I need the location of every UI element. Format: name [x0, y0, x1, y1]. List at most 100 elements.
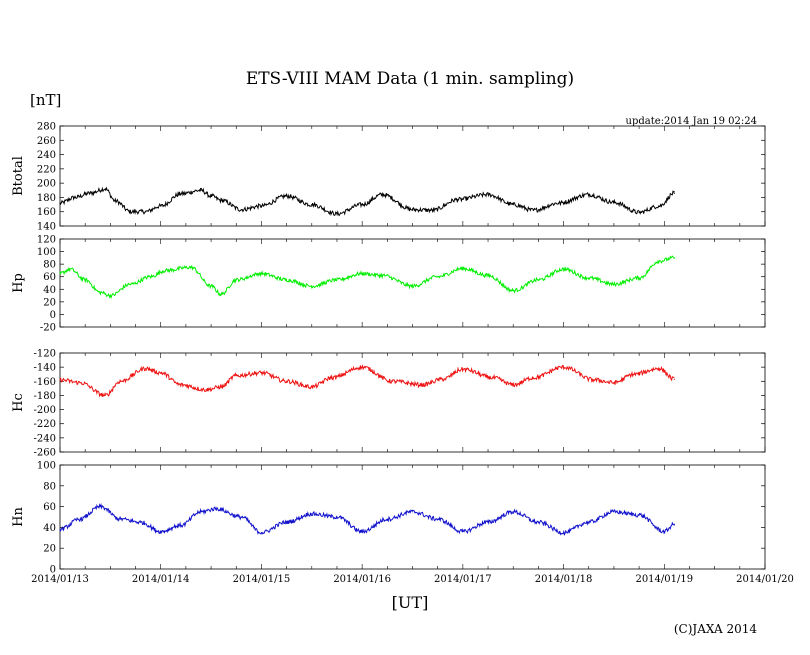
data-point [512, 289, 514, 292]
panel-hc: -260 -240 -220 -200 -180 -160 -140 -120 Hc [11, 349, 766, 459]
data-point [59, 528, 61, 531]
series-line-hp [59, 255, 675, 300]
data-point [588, 193, 590, 196]
data-point [537, 521, 539, 523]
data-point [588, 521, 590, 523]
data-point [160, 372, 162, 374]
y-tick-label: -120 [34, 349, 56, 360]
data-point [663, 530, 665, 533]
data-point [638, 211, 640, 214]
data-point [638, 277, 640, 279]
data-point [411, 208, 414, 211]
data-point [79, 518, 81, 520]
data-point [437, 518, 439, 520]
y-tick-label: 20 [43, 544, 56, 555]
y-tick-label: 100 [37, 247, 56, 258]
data-point [260, 272, 263, 275]
x-tick-label: 2014/01/17 [434, 574, 492, 585]
data-point [613, 511, 615, 513]
y-tick-label: 80 [43, 260, 56, 271]
y-tick-label: 240 [37, 150, 56, 161]
data-point [235, 375, 237, 377]
data-point [673, 378, 675, 380]
data-point [59, 379, 61, 381]
data-point [89, 192, 91, 194]
data-point [180, 524, 182, 526]
x-tick-label: 2014/01/15 [233, 574, 291, 585]
data-point [391, 380, 393, 382]
y-tick-label: 20 [43, 297, 56, 308]
y-tick-label: 80 [43, 481, 56, 492]
data-point [386, 518, 388, 520]
plot-frame [59, 352, 766, 453]
x-tick-label: 2014/01/13 [31, 574, 89, 585]
data-point [59, 272, 61, 275]
data-point [562, 532, 565, 534]
y-axis-label: Hp [11, 273, 26, 293]
data-point [512, 511, 514, 513]
data-point [240, 208, 242, 211]
data-point [487, 521, 489, 523]
data-point [286, 279, 288, 281]
data-point [180, 193, 182, 195]
data-point [311, 513, 313, 515]
data-point [311, 386, 313, 388]
data-point [160, 530, 162, 533]
data-point [487, 193, 489, 196]
data-point [613, 283, 615, 285]
update-timestamp: update:2014 Jan 19 02:24 [626, 116, 757, 127]
data-point [613, 382, 615, 384]
data-point [160, 205, 162, 207]
data-point [220, 386, 222, 388]
y-tick-label: 180 [37, 193, 56, 204]
data-point [532, 209, 534, 211]
y-tick-label: -260 [34, 448, 56, 459]
data-point [74, 196, 76, 199]
data-point [129, 283, 132, 285]
data-point [638, 514, 640, 516]
data-point [557, 202, 560, 204]
data-point [361, 272, 363, 275]
data-point [613, 201, 615, 204]
data-point [381, 274, 383, 277]
data-point [260, 372, 263, 374]
data-point [658, 205, 660, 207]
y-tick-label: 0 [50, 310, 56, 321]
data-point [260, 532, 263, 534]
data-point [59, 202, 61, 204]
data-point [512, 384, 514, 386]
y-tick-label: -140 [34, 363, 56, 374]
data-point [361, 530, 363, 533]
unit-label: [nT] [30, 91, 61, 109]
y-tick-label: 40 [43, 285, 56, 296]
data-point [437, 276, 439, 278]
data-point [462, 530, 464, 533]
data-point [673, 523, 675, 525]
panel-hn: 0 20 40 60 80 100 Hn [11, 461, 766, 576]
data-point [487, 274, 489, 277]
data-point [119, 518, 122, 520]
y-tick-label: 100 [37, 461, 56, 472]
chart-title: ETS-VIII MAM Data (1 min. sampling) [246, 69, 574, 89]
data-point [537, 279, 539, 281]
series-line-hc [59, 364, 675, 398]
y-tick-label: 60 [43, 272, 56, 283]
data-point [336, 213, 338, 215]
y-tick-label: -220 [34, 419, 56, 430]
y-axis-label: Hn [11, 507, 26, 527]
data-point [336, 516, 338, 518]
data-point [462, 368, 464, 370]
data-point [99, 291, 101, 294]
data-point [286, 521, 288, 523]
data-point [593, 379, 595, 381]
y-tick-label: 140 [37, 222, 56, 233]
y-tick-label: 40 [43, 523, 56, 534]
data-point [220, 293, 222, 295]
plot-frame [59, 238, 766, 328]
y-tick-label: 120 [37, 235, 56, 246]
data-point [104, 394, 106, 397]
data-point [512, 203, 514, 206]
data-point [588, 277, 590, 279]
x-tick-label: 2014/01/14 [132, 574, 190, 585]
